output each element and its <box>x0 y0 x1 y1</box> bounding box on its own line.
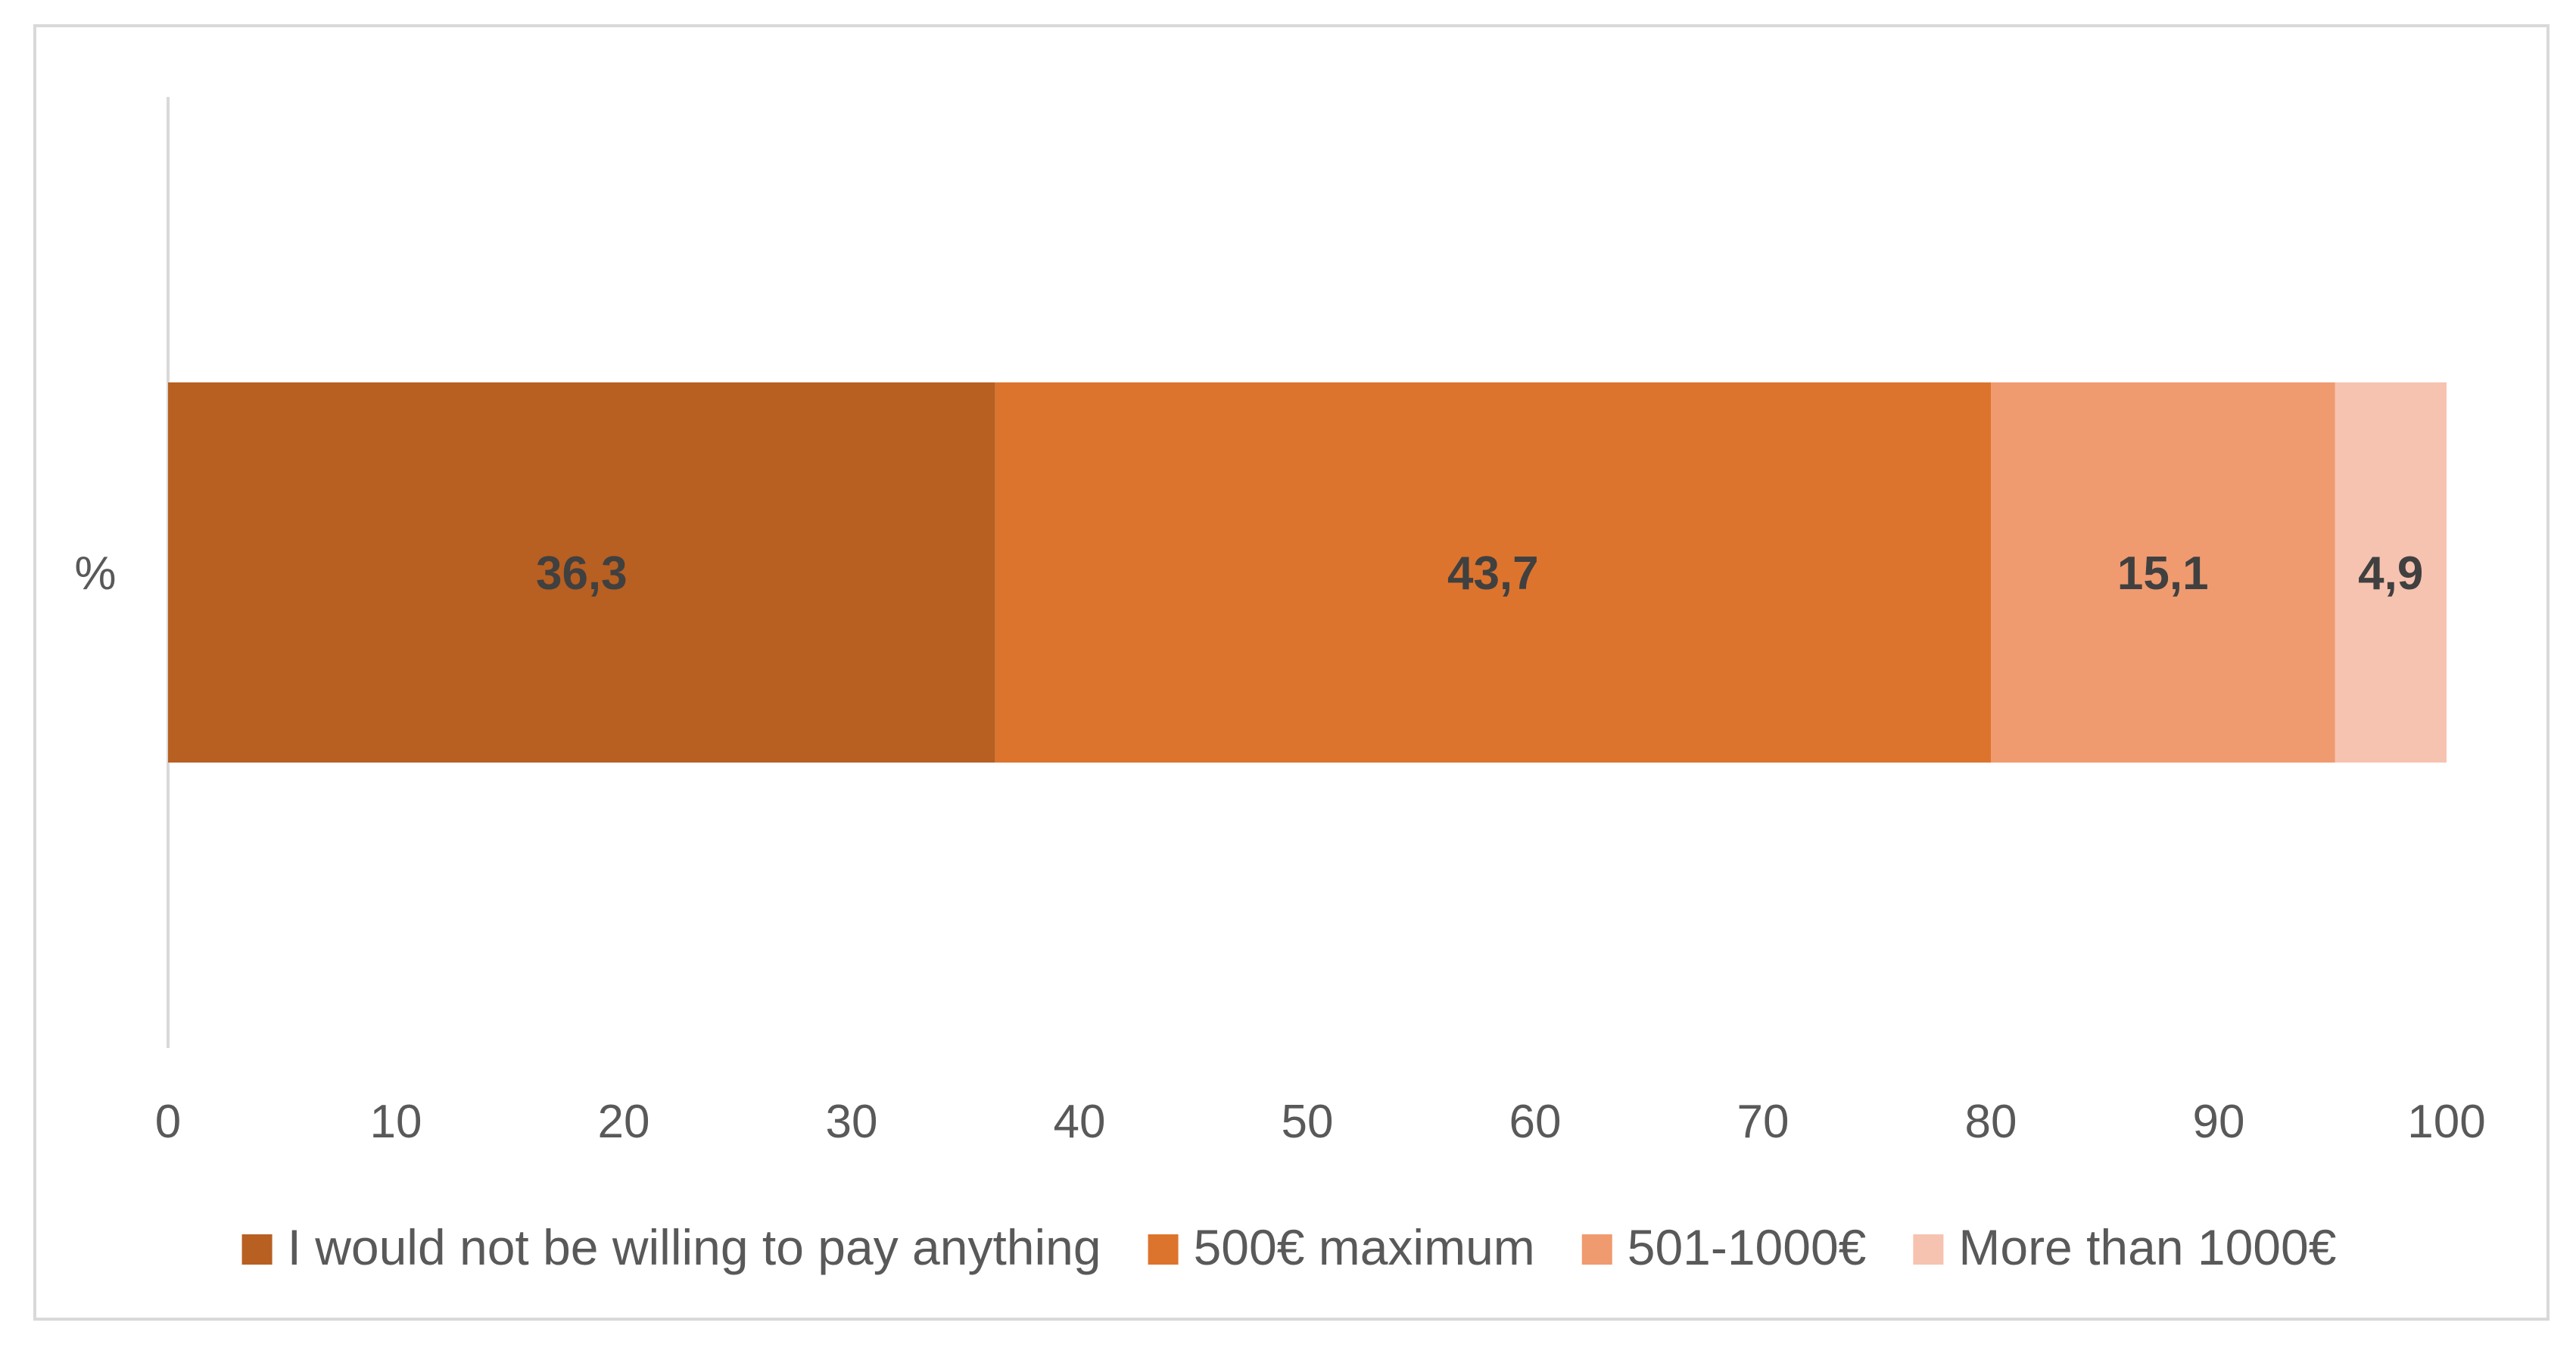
x-tick-label: 100 <box>2407 1096 2485 1148</box>
legend-label: 501-1000€ <box>1628 1219 1867 1275</box>
data-label-2: 43,7 <box>1447 547 1539 600</box>
legend-swatch <box>1148 1234 1179 1265</box>
x-tick-label: 10 <box>370 1096 422 1148</box>
x-tick-label: 30 <box>826 1096 878 1148</box>
x-tick-label: 80 <box>1965 1096 2017 1148</box>
bar-segment-1 <box>168 382 995 763</box>
x-tick-label: 40 <box>1054 1096 1106 1148</box>
legend-swatch <box>241 1234 273 1265</box>
data-label-4: 4,9 <box>2358 547 2423 600</box>
x-tick-label: 70 <box>1737 1096 1789 1148</box>
legend-item-4: More than 1000€ <box>1913 1219 2336 1275</box>
x-axis-ticks-group: 0 10 20 30 40 50 60 70 80 90 100 <box>155 1096 2486 1148</box>
legend: I would not be willing to pay anything 50… <box>241 1219 2336 1275</box>
legend-item-2: 500€ maximum <box>1148 1219 1535 1275</box>
x-tick-label: 50 <box>1282 1096 1334 1148</box>
category-labels-group: % <box>74 547 116 600</box>
bar-segment-2 <box>995 382 1991 763</box>
data-label-3: 15,1 <box>2117 547 2209 600</box>
bar-segment-4 <box>2335 382 2447 763</box>
x-tick-label: 60 <box>1509 1096 1562 1148</box>
legend-label: 500€ maximum <box>1194 1219 1535 1275</box>
legend-label: I would not be willing to pay anything <box>288 1219 1101 1275</box>
x-tick-label: 20 <box>598 1096 650 1148</box>
legend-swatch <box>1913 1234 1944 1265</box>
bars-group <box>168 382 2447 763</box>
x-tick-label: 0 <box>155 1096 181 1148</box>
bar-segment-3 <box>1991 382 2335 763</box>
x-tick-label: 90 <box>2193 1096 2245 1148</box>
data-labels-group: 36,3 43,7 15,1 4,9 <box>536 547 2423 600</box>
category-label: % <box>74 547 116 600</box>
legend-item-3: 501-1000€ <box>1581 1219 1867 1275</box>
legend-swatch <box>1581 1234 1612 1265</box>
legend-label: More than 1000€ <box>1958 1219 2336 1275</box>
data-label-1: 36,3 <box>536 547 628 600</box>
legend-item-1: I would not be willing to pay anything <box>241 1219 1101 1275</box>
